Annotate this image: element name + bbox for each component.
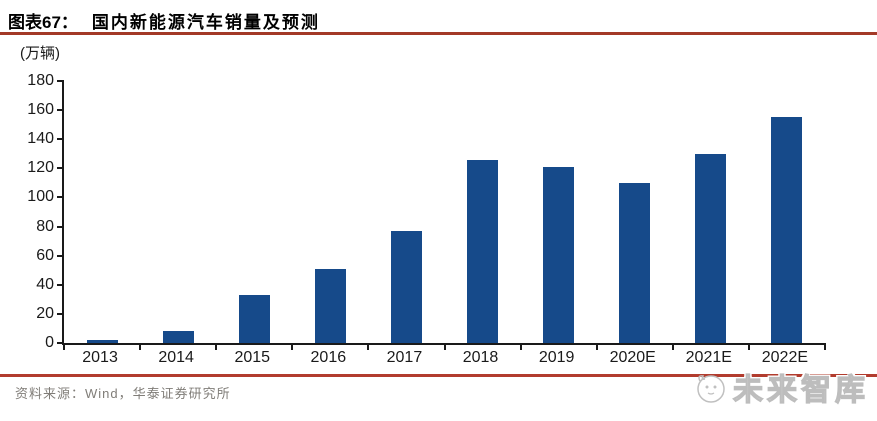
- x-tick-mark: [291, 343, 294, 350]
- source-note: 资料来源：Wind，华泰证券研究所: [15, 386, 231, 401]
- x-tick-mark: [519, 343, 522, 350]
- bar: [162, 331, 194, 343]
- top-divider: [0, 32, 877, 35]
- y-tick-mark: [57, 167, 64, 170]
- bottom-divider: [0, 374, 877, 377]
- y-tick-label: 20: [36, 304, 54, 322]
- y-tick-mark: [57, 196, 64, 199]
- bar: [314, 268, 346, 343]
- y-tick-mark: [57, 342, 64, 344]
- y-tick-mark: [57, 312, 64, 315]
- y-tick-label: 160: [27, 101, 54, 119]
- x-tick-mark: [63, 343, 65, 350]
- watermark-logo-icon: [697, 375, 725, 403]
- y-tick-mark: [57, 254, 64, 257]
- y-tick-label: 80: [36, 217, 54, 235]
- x-axis-label: 2018: [462, 349, 499, 366]
- x-tick-mark: [215, 343, 218, 350]
- bar: [390, 230, 422, 343]
- bar: [543, 166, 575, 343]
- y-tick-mark: [57, 80, 64, 82]
- y-tick-label: 120: [27, 159, 54, 177]
- y-tick-label: 140: [27, 130, 54, 148]
- y-tick-mark: [57, 109, 64, 112]
- bar: [238, 294, 270, 343]
- x-tick-mark: [139, 343, 142, 350]
- y-tick-mark: [57, 225, 64, 228]
- y-tick-label: 60: [36, 246, 54, 264]
- y-axis-unit-label: (万辆): [20, 45, 60, 62]
- x-axis-label: 2014: [158, 349, 194, 366]
- x-axis-label: 2015: [234, 349, 271, 366]
- x-tick-mark: [367, 343, 370, 350]
- x-tick-mark: [747, 343, 750, 350]
- y-tick-mark: [57, 283, 64, 286]
- x-axis-label: 2022E: [761, 349, 809, 366]
- bar: [695, 153, 727, 343]
- x-axis-label: 2019: [538, 349, 575, 366]
- bar: [771, 117, 803, 343]
- figure-title: 国内新能源汽车销量及预测: [91, 13, 320, 32]
- x-tick-mark: [443, 343, 446, 350]
- plot-area: 0 20 40 60 80 100 120 140 160 180: [27, 72, 826, 351]
- y-tick-label: 180: [27, 72, 54, 89]
- figure-header: 图表67： 国内新能源汽车销量及预测: [8, 8, 320, 33]
- x-axis-label: 2020E: [609, 349, 656, 366]
- bar: [467, 159, 499, 343]
- x-axis-label: 2017: [386, 349, 423, 366]
- x-tick-mark: [671, 343, 674, 350]
- bar: [619, 182, 651, 343]
- x-axis-label: 2016: [310, 349, 347, 366]
- y-tick-mark: [57, 138, 64, 141]
- x-tick-mark: [824, 343, 826, 350]
- watermark: 未来智库: [691, 365, 869, 409]
- x-axis-label: 2013: [82, 349, 118, 366]
- figure-number: 图表67：: [8, 13, 78, 32]
- y-tick-label: 100: [27, 188, 54, 206]
- x-tick-mark: [595, 343, 598, 350]
- watermark-text: 未来智库: [732, 373, 869, 407]
- bar: [86, 340, 118, 343]
- x-axis-labels: 2013 2014 2015 2016 2017 2018 2019 2020E 2021E 20…: [62, 349, 823, 367]
- x-axis-label: 2021E: [685, 349, 732, 366]
- y-tick-label: 0: [45, 334, 54, 351]
- y-tick-label: 40: [36, 275, 54, 293]
